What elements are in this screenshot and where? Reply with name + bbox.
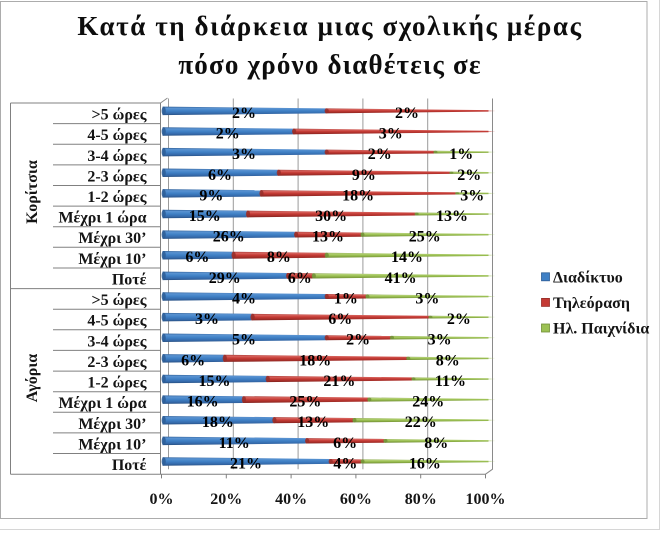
svg-text:6%: 6%	[288, 270, 312, 287]
svg-text:8%: 8%	[267, 249, 291, 266]
svg-text:0%: 0%	[150, 491, 174, 508]
svg-text:3%: 3%	[232, 146, 256, 163]
svg-text:1%: 1%	[449, 146, 473, 163]
svg-text:2%: 2%	[232, 105, 256, 122]
svg-text:Ηλ. Παιχνίδια: Ηλ. Παιχνίδια	[553, 321, 649, 338]
svg-text:4-5 ώρες: 4-5 ώρες	[87, 313, 146, 330]
svg-text:11%: 11%	[219, 435, 250, 452]
svg-text:3%: 3%	[460, 187, 484, 204]
svg-text:14%: 14%	[391, 249, 423, 266]
svg-text:3%: 3%	[428, 332, 452, 349]
svg-text:Τηλεόραση: Τηλεόραση	[553, 295, 630, 312]
svg-text:13%: 13%	[297, 414, 329, 431]
svg-text:πόσο χρόνο διαθέτεις σε: πόσο χρόνο διαθέτεις σε	[178, 50, 481, 80]
svg-text:2%: 2%	[368, 146, 392, 163]
svg-text:25%: 25%	[409, 229, 441, 246]
svg-text:5%: 5%	[232, 332, 256, 349]
svg-text:29%: 29%	[209, 270, 241, 287]
svg-text:Μέχρι 10’: Μέχρι 10’	[78, 436, 146, 453]
svg-text:Μέχρι 30’: Μέχρι 30’	[78, 416, 146, 433]
svg-text:4%: 4%	[333, 455, 357, 472]
svg-text:15%: 15%	[199, 373, 231, 390]
svg-text:9%: 9%	[199, 187, 223, 204]
svg-text:Μέχρι 1 ώρα: Μέχρι 1 ώρα	[58, 395, 146, 412]
svg-text:2%: 2%	[457, 167, 481, 184]
svg-text:3%: 3%	[379, 126, 403, 143]
svg-text:>5 ώρες: >5 ώρες	[92, 292, 147, 309]
svg-text:2-3 ώρες: 2-3 ώρες	[87, 354, 146, 371]
svg-text:11%: 11%	[435, 373, 466, 390]
svg-text:Μέχρι 1 ώρα: Μέχρι 1 ώρα	[58, 210, 146, 227]
svg-text:6%: 6%	[185, 249, 209, 266]
svg-text:24%: 24%	[412, 394, 444, 411]
svg-text:41%: 41%	[385, 270, 417, 287]
svg-text:Μέχρι 30’: Μέχρι 30’	[78, 230, 146, 247]
svg-text:18%: 18%	[342, 187, 374, 204]
svg-text:Μέχρι 10’: Μέχρι 10’	[78, 251, 146, 268]
svg-text:21%: 21%	[323, 373, 355, 390]
svg-text:21%: 21%	[230, 455, 262, 472]
svg-text:18%: 18%	[202, 414, 234, 431]
svg-text:8%: 8%	[436, 352, 460, 369]
svg-text:6%: 6%	[208, 167, 232, 184]
svg-text:Ποτέ: Ποτέ	[112, 272, 147, 289]
svg-text:2%: 2%	[447, 311, 471, 328]
svg-text:18%: 18%	[299, 352, 331, 369]
svg-text:Αγόρια: Αγόρια	[24, 354, 41, 403]
svg-text:3%: 3%	[415, 291, 439, 308]
svg-text:>5 ώρες: >5 ώρες	[92, 107, 147, 124]
svg-text:80%: 80%	[405, 491, 437, 508]
svg-text:6%: 6%	[328, 311, 352, 328]
svg-text:3-4 ώρες: 3-4 ώρες	[87, 333, 146, 350]
svg-text:16%: 16%	[187, 394, 219, 411]
svg-text:3-4 ώρες: 3-4 ώρες	[87, 148, 146, 165]
svg-text:16%: 16%	[409, 455, 441, 472]
svg-text:3%: 3%	[195, 311, 219, 328]
svg-text:15%: 15%	[189, 208, 221, 225]
svg-text:13%: 13%	[312, 229, 344, 246]
svg-text:25%: 25%	[289, 394, 321, 411]
svg-text:Ποτέ: Ποτέ	[112, 457, 147, 474]
svg-text:8%: 8%	[424, 435, 448, 452]
svg-text:6%: 6%	[333, 435, 357, 452]
svg-text:22%: 22%	[405, 414, 437, 431]
svg-text:2%: 2%	[395, 105, 419, 122]
svg-text:Κατά τη διάρκεια μιας σχολικής: Κατά τη διάρκεια μιας σχολικής μέρας	[77, 11, 582, 41]
svg-text:9%: 9%	[352, 167, 376, 184]
svg-text:2%: 2%	[346, 332, 370, 349]
svg-text:100%: 100%	[466, 491, 506, 508]
svg-text:26%: 26%	[213, 229, 245, 246]
svg-text:Κορίτσια: Κορίτσια	[24, 160, 41, 224]
svg-text:4-5 ώρες: 4-5 ώρες	[87, 127, 146, 144]
svg-text:40%: 40%	[275, 491, 307, 508]
svg-text:6%: 6%	[181, 352, 205, 369]
svg-text:4%: 4%	[232, 291, 256, 308]
svg-text:Διαδίκτυο: Διαδίκτυο	[553, 269, 623, 286]
svg-text:13%: 13%	[436, 208, 468, 225]
svg-text:30%: 30%	[315, 208, 347, 225]
svg-text:1-2 ώρες: 1-2 ώρες	[87, 375, 146, 392]
svg-text:1-2 ώρες: 1-2 ώρες	[87, 189, 146, 206]
svg-text:1%: 1%	[334, 291, 358, 308]
svg-text:60%: 60%	[340, 491, 372, 508]
svg-text:20%: 20%	[210, 491, 242, 508]
svg-text:2%: 2%	[216, 126, 240, 143]
svg-text:2-3 ώρες: 2-3 ώρες	[87, 168, 146, 185]
